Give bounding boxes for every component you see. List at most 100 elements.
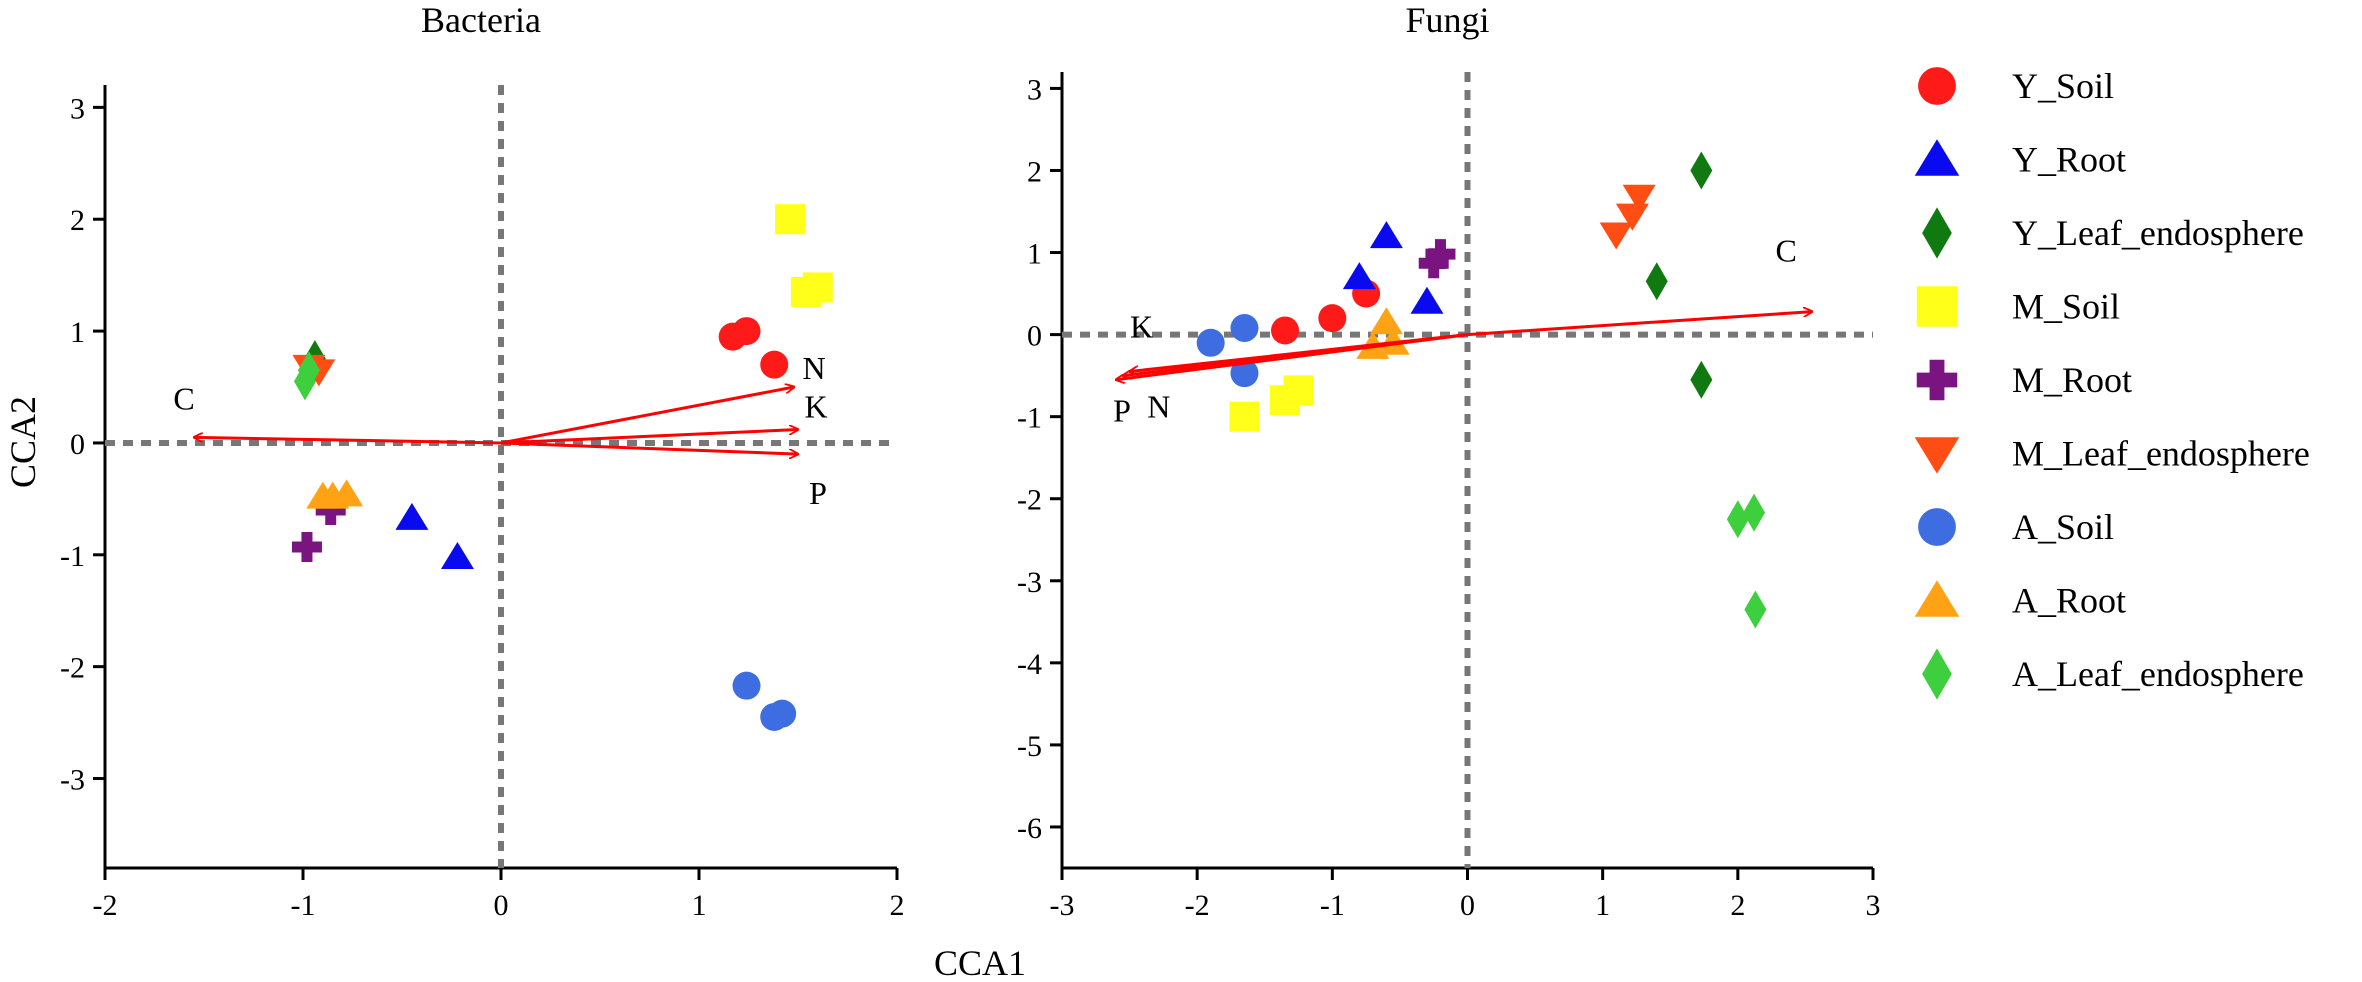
data-point-y-soil — [732, 317, 761, 346]
data-point-a-soil — [1230, 314, 1259, 343]
legend-label: Y_Root — [2012, 140, 2126, 180]
data-point-m-soil — [802, 272, 833, 303]
data-point-y-root — [1342, 262, 1376, 290]
legend-label: M_Root — [2012, 360, 2132, 400]
data-point-m-soil — [775, 204, 806, 235]
vector-label-p: P — [1113, 393, 1131, 429]
data-point-a-soil — [732, 671, 761, 700]
x-tick-label: -2 — [1185, 889, 1210, 922]
data-point-y-root — [1410, 286, 1444, 314]
data-point-m-root — [1418, 248, 1449, 279]
legend-item-m-root: M_Root — [1916, 359, 2132, 401]
chart-title: Fungi — [1405, 0, 1489, 40]
y-tick-label: 2 — [1027, 155, 1042, 188]
vector-label-k: K — [804, 389, 827, 425]
data-point-a-soil — [1196, 328, 1225, 357]
legend-marker — [1922, 207, 1952, 259]
data-point-a-leaf-endosphere — [1743, 493, 1766, 532]
panel-bacteria: Bacteria 3 2 1 0 -1 -2 -3 -2 -1 0 1 2 C NK P — [60, 0, 905, 922]
legend-marker — [1914, 139, 1960, 176]
data-point-m-root — [315, 495, 346, 526]
vector-arrow-c — [194, 437, 502, 445]
legend-item-m-leaf-endosphere: M_Leaf_endosphere — [1914, 434, 2310, 474]
data-point-m-soil — [1229, 401, 1260, 432]
x-tick-label: 3 — [1866, 889, 1881, 922]
y-tick-label: -3 — [60, 764, 85, 797]
y-tick-label: -3 — [1017, 566, 1042, 599]
x-tick-label: 2 — [890, 889, 905, 922]
vector-arrow-k — [500, 430, 798, 445]
data-point-y-root — [440, 542, 474, 570]
legend-label: A_Leaf_endosphere — [2012, 654, 2304, 694]
legend-label: A_Root — [2012, 581, 2126, 621]
data-point-y-leaf-endosphere — [1645, 262, 1668, 301]
legend-label: A_Soil — [2012, 507, 2114, 547]
vector-arrow-n — [500, 387, 794, 445]
vector-label-p: P — [809, 475, 827, 511]
x-tick-label: -1 — [1320, 889, 1345, 922]
data-point-y-root — [395, 502, 429, 530]
legend-marker — [1916, 286, 1958, 327]
y-tick-label: 0 — [70, 428, 85, 461]
y-tick-label: -6 — [1017, 812, 1042, 845]
data-point-a-root — [330, 479, 364, 507]
legend-marker — [1914, 437, 1960, 474]
legend-item-a-soil: A_Soil — [1918, 507, 2114, 547]
y-tick-label: -5 — [1017, 730, 1042, 763]
legend-label: Y_Leaf_endosphere — [2012, 213, 2304, 253]
x-tick-label: -1 — [291, 889, 316, 922]
legend: Y_Soil Y_Root Y_Leaf_endosphere M_Soil M_Roo… — [1914, 66, 2310, 700]
data-point-m-leaf-endosphere — [1615, 203, 1649, 231]
legend-label: Y_Soil — [2012, 66, 2114, 106]
y-tick-label: 1 — [70, 316, 85, 349]
vector-label-c: C — [1776, 233, 1797, 269]
data-point-a-leaf-endosphere — [1744, 590, 1767, 629]
y-tick-label: -1 — [60, 540, 85, 573]
legend-item-m-soil: M_Soil — [1916, 286, 2120, 327]
y-tick-label: 2 — [70, 204, 85, 237]
legend-item-y-root: Y_Root — [1914, 139, 2126, 180]
data-point-a-leaf-endosphere — [1726, 500, 1749, 539]
data-point-m-leaf-endosphere — [1599, 222, 1633, 250]
y-tick-label: -2 — [1017, 484, 1042, 517]
y-tick-label: -1 — [1017, 402, 1042, 435]
data-point-y-soil — [760, 350, 789, 379]
y-tick-label: 0 — [1027, 320, 1042, 353]
y-tick-label: -4 — [1017, 648, 1042, 681]
legend-label: M_Leaf_endosphere — [2012, 434, 2310, 474]
legend-marker — [1914, 580, 1960, 617]
data-point-m-leaf-endosphere — [1622, 184, 1656, 212]
vector-label-n: N — [802, 350, 825, 386]
data-point-a-root — [1369, 307, 1403, 335]
y-tick-label: 3 — [70, 92, 85, 125]
legend-marker — [1922, 648, 1952, 700]
legend-marker — [1916, 359, 1958, 401]
vector-label-k: K — [1130, 309, 1153, 345]
x-tick-label: 1 — [692, 889, 707, 922]
legend-marker — [1918, 508, 1956, 546]
vector-arrow-p — [1116, 333, 1468, 380]
legend-item-a-root: A_Root — [1914, 580, 2126, 621]
x-tick-label: 1 — [1595, 889, 1610, 922]
data-point-a-soil — [1230, 359, 1259, 388]
x-tick-label: -2 — [93, 889, 118, 922]
x-tick-label: 0 — [494, 889, 509, 922]
data-point-y-root — [1369, 221, 1403, 249]
data-point-y-soil — [1318, 304, 1347, 333]
data-point-m-root — [291, 531, 322, 562]
data-point-y-soil — [1271, 316, 1300, 345]
data-point-m-soil — [1283, 375, 1314, 406]
x-tick-label: -3 — [1050, 889, 1075, 922]
vector-label-c: C — [173, 380, 194, 416]
x-tick-label: 0 — [1460, 889, 1475, 922]
x-tick-label: 2 — [1730, 889, 1745, 922]
data-point-m-root — [1425, 239, 1456, 270]
y-tick-label: 3 — [1027, 73, 1042, 106]
legend-label: M_Soil — [2012, 287, 2120, 327]
vector-arrow-p — [500, 441, 798, 454]
y-tick-label: -2 — [60, 652, 85, 685]
chart-title: Bacteria — [421, 0, 541, 40]
data-point-a-soil — [768, 699, 797, 728]
legend-item-y-soil: Y_Soil — [1918, 66, 2114, 106]
